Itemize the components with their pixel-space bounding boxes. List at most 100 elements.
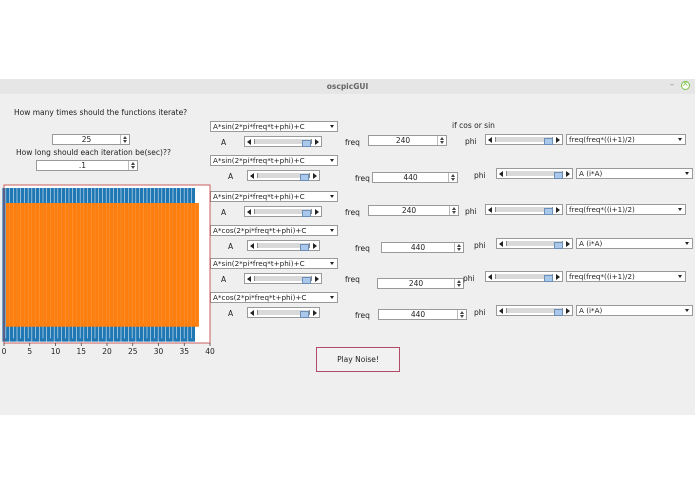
slider-thumb[interactable] — [554, 309, 563, 316]
slider-right-arrow-icon[interactable] — [315, 276, 319, 282]
slider-track[interactable] — [506, 308, 563, 316]
amplitude-slider[interactable] — [247, 170, 320, 181]
slider-thumb[interactable] — [300, 244, 309, 251]
chevron-down-icon[interactable] — [330, 229, 334, 232]
chevron-down-icon[interactable] — [685, 309, 689, 312]
slider-right-arrow-icon[interactable] — [313, 173, 317, 179]
chevron-down-icon[interactable] — [330, 195, 334, 198]
slider-right-arrow-icon[interactable] — [566, 241, 570, 247]
chevron-down-icon[interactable] — [330, 296, 334, 299]
slider-track[interactable] — [257, 243, 310, 251]
spin-down-icon[interactable] — [451, 178, 455, 181]
slider-thumb[interactable] — [302, 277, 311, 284]
slider-right-arrow-icon[interactable] — [313, 243, 317, 249]
slider-thumb[interactable] — [544, 138, 553, 145]
slider-left-arrow-icon[interactable] — [247, 209, 251, 215]
phi-slider[interactable] — [485, 204, 563, 215]
slider-track[interactable] — [506, 171, 563, 179]
chevron-down-icon[interactable] — [685, 242, 689, 245]
close-button[interactable] — [681, 79, 690, 90]
phi-slider[interactable] — [485, 134, 563, 145]
title-bar[interactable] — [0, 79, 695, 94]
spin-arrows-icon[interactable] — [449, 206, 458, 215]
phi-slider[interactable] — [496, 305, 573, 316]
freq-spinbox[interactable]: 240 — [368, 205, 459, 216]
freq-spinbox[interactable]: 440 — [378, 309, 467, 320]
slider-thumb[interactable] — [554, 242, 563, 249]
slider-thumb[interactable] — [300, 311, 309, 318]
function-dropdown[interactable]: A*cos(2*pi*freq*t+phi)+C — [210, 292, 338, 303]
slider-track[interactable] — [506, 241, 563, 249]
play-noise-button[interactable]: Play Noise! — [316, 347, 400, 372]
phi-mode-dropdown[interactable]: A (i*A) — [576, 238, 693, 249]
slider-track[interactable] — [495, 207, 553, 215]
chevron-down-icon[interactable] — [678, 275, 682, 278]
slider-track[interactable] — [254, 276, 312, 284]
spin-down-icon[interactable] — [452, 211, 456, 214]
slider-left-arrow-icon[interactable] — [488, 207, 492, 213]
slider-right-arrow-icon[interactable] — [566, 308, 570, 314]
phi-slider[interactable] — [485, 271, 563, 282]
slider-right-arrow-icon[interactable] — [556, 274, 560, 280]
spin-arrows-icon[interactable] — [457, 310, 466, 319]
chevron-down-icon[interactable] — [678, 208, 682, 211]
slider-right-arrow-icon[interactable] — [556, 207, 560, 213]
slider-thumb[interactable] — [302, 210, 311, 217]
slider-left-arrow-icon[interactable] — [250, 243, 254, 249]
slider-right-arrow-icon[interactable] — [556, 137, 560, 143]
phi-mode-dropdown[interactable]: freq(freq*((i+1)/2) — [566, 204, 686, 215]
slider-thumb[interactable] — [302, 140, 311, 147]
minimize-button[interactable]: – — [669, 80, 675, 90]
iterations-spinbox[interactable]: 25 — [52, 134, 130, 145]
function-dropdown[interactable]: A*sin(2*pi*freq*t+phi)+C — [210, 121, 338, 132]
function-dropdown[interactable]: A*sin(2*pi*freq*t+phi)+C — [210, 155, 338, 166]
freq-spinbox[interactable]: 240 — [368, 135, 447, 146]
slider-track[interactable] — [254, 139, 312, 147]
phi-mode-dropdown[interactable]: A (i*A) — [576, 168, 693, 179]
spin-arrows-icon[interactable] — [128, 161, 137, 170]
amplitude-slider[interactable] — [244, 136, 322, 147]
slider-left-arrow-icon[interactable] — [488, 274, 492, 280]
freq-spinbox[interactable]: 440 — [381, 242, 464, 253]
spin-up-icon[interactable] — [457, 280, 461, 283]
slider-track[interactable] — [495, 274, 553, 282]
slider-left-arrow-icon[interactable] — [499, 241, 503, 247]
spin-arrows-icon[interactable] — [454, 279, 463, 288]
slider-track[interactable] — [257, 310, 310, 318]
slider-left-arrow-icon[interactable] — [250, 173, 254, 179]
freq-spinbox[interactable]: 440 — [372, 172, 458, 183]
spin-up-icon[interactable] — [460, 311, 464, 314]
chevron-down-icon[interactable] — [330, 262, 334, 265]
duration-spinbox[interactable]: .1 — [36, 160, 138, 171]
slider-track[interactable] — [254, 209, 312, 217]
spin-up-icon[interactable] — [452, 207, 456, 210]
spin-up-icon[interactable] — [451, 174, 455, 177]
spin-up-icon[interactable] — [440, 137, 444, 140]
slider-left-arrow-icon[interactable] — [250, 310, 254, 316]
spin-up-icon[interactable] — [457, 244, 461, 247]
spin-arrows-icon[interactable] — [120, 135, 129, 144]
chevron-down-icon[interactable] — [685, 172, 689, 175]
slider-left-arrow-icon[interactable] — [247, 276, 251, 282]
slider-left-arrow-icon[interactable] — [488, 137, 492, 143]
phi-mode-dropdown[interactable]: freq(freq*((i+1)/2) — [566, 271, 686, 282]
spin-arrows-icon[interactable] — [454, 243, 463, 252]
slider-thumb[interactable] — [554, 172, 563, 179]
phi-mode-dropdown[interactable]: freq(freq*((i+1)/2) — [566, 134, 686, 145]
slider-thumb[interactable] — [544, 208, 553, 215]
amplitude-slider[interactable] — [247, 307, 320, 318]
spin-arrows-icon[interactable] — [448, 173, 457, 182]
slider-right-arrow-icon[interactable] — [566, 171, 570, 177]
slider-track[interactable] — [257, 173, 310, 181]
freq-spinbox[interactable]: 240 — [377, 278, 464, 289]
function-dropdown[interactable]: A*cos(2*pi*freq*t+phi)+C — [210, 225, 338, 236]
slider-right-arrow-icon[interactable] — [315, 209, 319, 215]
slider-right-arrow-icon[interactable] — [313, 310, 317, 316]
slider-left-arrow-icon[interactable] — [247, 139, 251, 145]
amplitude-slider[interactable] — [247, 240, 320, 251]
slider-left-arrow-icon[interactable] — [499, 308, 503, 314]
function-dropdown[interactable]: A*sin(2*pi*freq*t+phi)+C — [210, 191, 338, 202]
spin-arrows-icon[interactable] — [437, 136, 446, 145]
amplitude-slider[interactable] — [244, 206, 322, 217]
phi-mode-dropdown[interactable]: A (i*A) — [576, 305, 693, 316]
